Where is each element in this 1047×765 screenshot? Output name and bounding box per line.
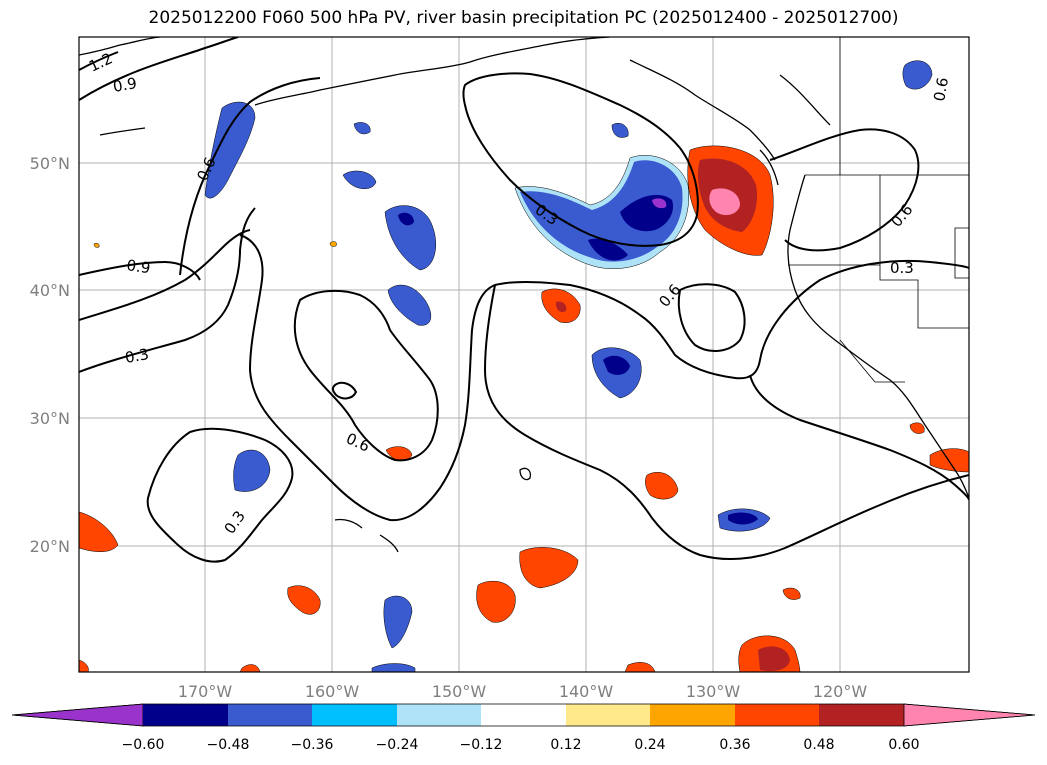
colorbar-tick-label: −0.12 (460, 737, 503, 753)
colorbar-tick-label: 0.60 (888, 737, 919, 753)
lon-label: 150°W (432, 682, 487, 701)
political-borders (788, 37, 969, 383)
colorbar-bin (481, 704, 566, 726)
lat-label: 20°N (30, 537, 70, 556)
contour-label: 0.9 (125, 256, 151, 277)
contour-label: 0.3 (124, 345, 151, 367)
colorbar-extend-max (903, 703, 1036, 727)
colorbar-tick-label: −0.60 (122, 737, 165, 753)
colorbar-bin (397, 704, 481, 726)
contour-label: 0.3 (890, 259, 914, 277)
longitude-labels: 170°W 160°W 150°W 140°W 130°W 120°W (178, 682, 868, 701)
lat-label: 50°N (30, 154, 70, 173)
colorbar-tick-label: −0.48 (207, 737, 250, 753)
map-frame (78, 36, 970, 673)
colorbar-bin (566, 704, 650, 726)
map-title: 2025012200 F060 500 hPa PV, river basin … (148, 8, 899, 28)
contour-label: 0.6 (930, 76, 952, 103)
lat-label: 40°N (30, 281, 70, 300)
precipitation-shading (79, 60, 969, 672)
lat-label: 30°N (30, 409, 70, 428)
colorbar-tick-label: 0.24 (634, 737, 665, 753)
lon-label: 170°W (178, 682, 233, 701)
colorbar-extend-min (11, 703, 144, 727)
pv-contours (79, 37, 969, 563)
colorbar-tick-label: −0.24 (376, 737, 419, 753)
colorbar-bin (650, 704, 735, 726)
colorbar-tick-label: 0.48 (803, 737, 834, 753)
colorbar-tick-label: −0.36 (291, 737, 334, 753)
colorbar-bin (819, 704, 904, 726)
lon-label: 130°W (686, 682, 741, 701)
colorbar-bin (312, 704, 397, 726)
colorbar-bin (228, 704, 312, 726)
contour-label: 0.9 (112, 74, 139, 96)
lon-label: 160°W (305, 682, 360, 701)
coastlines (79, 37, 969, 553)
colorbar-bin (735, 704, 819, 726)
lon-label: 120°W (813, 682, 868, 701)
colorbar-tick-label: 0.36 (719, 737, 750, 753)
colorbar-bin (143, 704, 228, 726)
colorbar: −0.60 −0.48 −0.36 −0.24 −0.12 0.12 0.24 … (11, 703, 1036, 753)
colorbar-tick-label: 0.12 (550, 737, 581, 753)
latitude-labels: 50°N 40°N 30°N 20°N (30, 154, 70, 556)
lon-label: 140°W (559, 682, 614, 701)
